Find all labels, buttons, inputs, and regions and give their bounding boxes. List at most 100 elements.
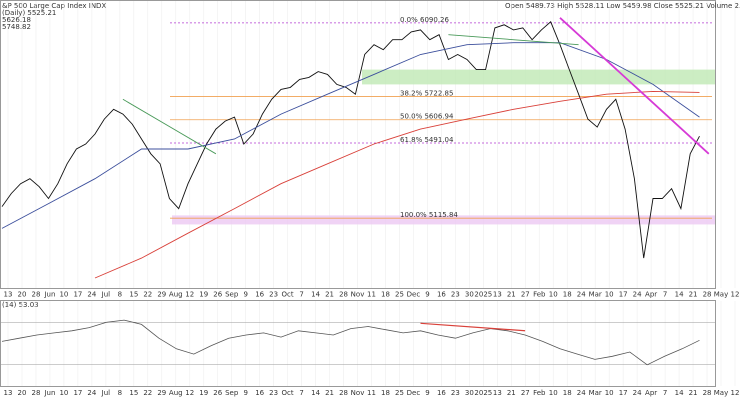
x-tick-label: 8 bbox=[118, 291, 122, 299]
x-tick-label: 26 bbox=[213, 389, 222, 397]
x-tick-label: 2025 bbox=[474, 291, 492, 299]
x-tick-label: 14 bbox=[675, 291, 684, 299]
x-tick-label: 10 bbox=[549, 389, 558, 397]
x-tick-label: 24 bbox=[87, 389, 96, 397]
x-tick-label: 13 bbox=[493, 389, 502, 397]
x-tick-label: 21 bbox=[507, 291, 516, 299]
x-tick-label: 18 bbox=[381, 389, 390, 397]
x-tick-label: 24 bbox=[87, 291, 96, 299]
x-tick-label: 28 bbox=[32, 389, 41, 397]
x-tick-label: 16 bbox=[437, 291, 446, 299]
x-tick-label: 18 bbox=[563, 291, 572, 299]
x-tick-label: 2025 bbox=[474, 389, 492, 397]
rsi-label: (14) 53.03 bbox=[2, 301, 39, 309]
x-tick-label: Jun bbox=[43, 291, 55, 299]
fib-label: 50.0% 5606.94 bbox=[400, 113, 454, 121]
chart-title: &P 500 Large Cap Index INDX bbox=[2, 2, 106, 10]
x-tick-label: 29 bbox=[157, 389, 166, 397]
x-tick-label: 30 bbox=[465, 389, 474, 397]
quote: Open 5489.73 High 5528.11 Low 5459.98 Cl… bbox=[505, 2, 740, 10]
x-tick-label: 14 bbox=[311, 389, 320, 397]
legend-entry: (Daily) 5525.21 bbox=[2, 9, 56, 17]
x-tick-label: 28 bbox=[703, 291, 712, 299]
x-tick-label: 22 bbox=[143, 291, 152, 299]
x-tick-label: 14 bbox=[675, 389, 684, 397]
x-tick-label: 23 bbox=[269, 291, 278, 299]
x-tick-label: 24 bbox=[633, 389, 642, 397]
fib-label: 61.8% 5491.04 bbox=[400, 136, 454, 144]
trendline bbox=[448, 34, 579, 46]
x-tick-label: 21 bbox=[507, 389, 516, 397]
zone bbox=[172, 215, 715, 225]
fib-label: 0.0% 6090.26 bbox=[400, 16, 450, 24]
x-tick-label: 9 bbox=[425, 389, 429, 397]
x-tick-label: Feb bbox=[533, 389, 546, 397]
x-tick-label: 22 bbox=[143, 389, 152, 397]
x-tick-label: Aug bbox=[169, 291, 183, 299]
x-tick-label: Nov bbox=[351, 291, 365, 299]
x-tick-label: 13 bbox=[4, 389, 13, 397]
x-tick-label: Aug bbox=[169, 389, 183, 397]
x-tick-label: 15 bbox=[129, 291, 138, 299]
fib-label: 100.0% 5115.84 bbox=[400, 211, 458, 219]
x-tick-label: 13 bbox=[4, 291, 13, 299]
x-tick-label: 9 bbox=[425, 291, 429, 299]
x-tick-label: 21 bbox=[689, 291, 698, 299]
x-tick-label: 8 bbox=[118, 389, 122, 397]
x-tick-label: 7 bbox=[299, 389, 303, 397]
x-tick-label: 15 bbox=[129, 389, 138, 397]
x-tick-label: Jul bbox=[101, 389, 111, 397]
x-tick-label: Nov bbox=[351, 389, 365, 397]
legend-entry: 5626.18 bbox=[2, 16, 31, 24]
x-tick-label: 25 bbox=[395, 389, 404, 397]
x-tick-label: Sep bbox=[225, 291, 239, 299]
x-tick-label: Mar bbox=[589, 291, 602, 299]
x-tick-label: Feb bbox=[533, 291, 546, 299]
x-tick-label: 26 bbox=[213, 291, 222, 299]
x-tick-label: 24 bbox=[633, 291, 642, 299]
x-tick-label: Dec bbox=[407, 389, 421, 397]
trendline bbox=[122, 98, 217, 155]
rsi-trendline bbox=[420, 322, 526, 332]
moving-average bbox=[94, 90, 700, 279]
x-tick-label: Jul bbox=[101, 291, 111, 299]
x-tick-label: 10 bbox=[549, 291, 558, 299]
x-tick-label: May bbox=[714, 389, 728, 397]
x-tick-label: 11 bbox=[367, 291, 376, 299]
x-tick-label: 18 bbox=[563, 389, 572, 397]
x-tick-label: 23 bbox=[451, 291, 460, 299]
x-tick-label: 27 bbox=[521, 291, 530, 299]
x-tick-label: 17 bbox=[619, 389, 628, 397]
x-tick-label: 19 bbox=[199, 291, 208, 299]
x-tick-label: 24 bbox=[577, 389, 586, 397]
x-tick-label: Apr bbox=[645, 389, 657, 397]
x-tick-label: 20 bbox=[18, 389, 27, 397]
price-line bbox=[1, 21, 700, 259]
x-tick-label: 12 bbox=[185, 291, 194, 299]
price-panel bbox=[0, 0, 716, 289]
x-tick-label: 10 bbox=[59, 291, 68, 299]
x-tick-label: Dec bbox=[407, 291, 421, 299]
x-tick-label: Mar bbox=[589, 389, 602, 397]
x-tick-label: 28 bbox=[703, 389, 712, 397]
x-tick-label: 21 bbox=[325, 291, 334, 299]
x-tick-label: 20 bbox=[18, 291, 27, 299]
x-tick-label: 7 bbox=[299, 291, 303, 299]
x-tick-label: Oct bbox=[282, 389, 294, 397]
x-tick-label: 14 bbox=[311, 291, 320, 299]
x-tick-label: 28 bbox=[339, 389, 348, 397]
x-tick-label: 7 bbox=[663, 291, 667, 299]
x-tick-label: 10 bbox=[605, 291, 614, 299]
x-tick-label: 23 bbox=[451, 389, 460, 397]
x-tick-label: 16 bbox=[255, 389, 264, 397]
x-tick-label: 23 bbox=[269, 389, 278, 397]
fib-label: 38.2% 5722.85 bbox=[400, 89, 453, 97]
x-tick-label: 12 bbox=[731, 389, 740, 397]
x-tick-label: 7 bbox=[663, 389, 667, 397]
x-tick-label: 24 bbox=[577, 291, 586, 299]
trendline bbox=[559, 17, 710, 155]
x-tick-label: 10 bbox=[605, 389, 614, 397]
rsi-panel bbox=[0, 300, 716, 387]
